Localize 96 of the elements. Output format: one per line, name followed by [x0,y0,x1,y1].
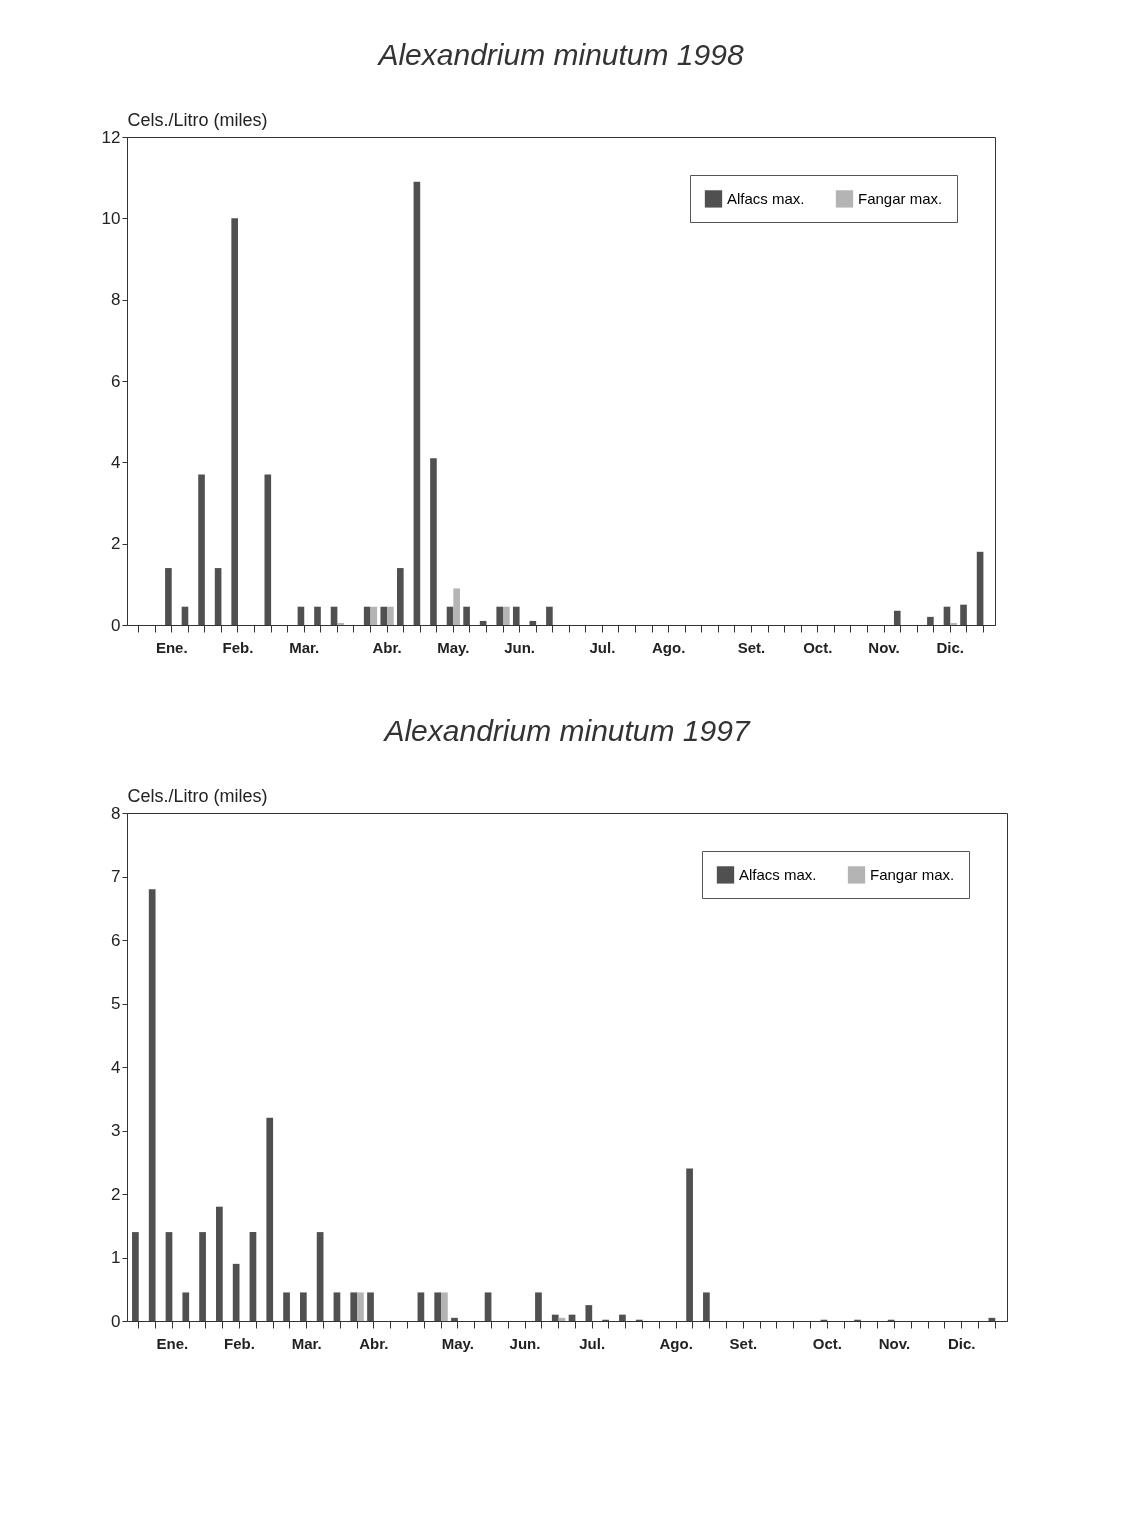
bar [266,1117,274,1321]
bar [441,1292,448,1321]
bar [397,568,404,625]
x-tick-label: May. [437,638,470,656]
bar [976,551,984,625]
y-tick-label: 7 [111,867,121,886]
x-tick-label: Set. [729,1334,758,1352]
bar [231,218,238,625]
bar [950,622,957,625]
bar [363,606,371,625]
y-tick-label: 4 [111,452,121,472]
bar [512,606,520,625]
bar [380,606,388,625]
x-tick-label: Dic. [936,638,965,656]
bar [960,604,967,625]
x-tick-label: Ene. [156,1334,189,1352]
bar [350,1292,358,1321]
x-tick-label: Nov. [878,1334,911,1352]
x-tick-label: Abr. [372,638,402,656]
y-tick-label: 12 [101,127,121,147]
bar [417,1292,425,1321]
chart-title: Alexandrium minutum 1997 [382,714,751,747]
y-axis-title: Cels./Litro (miles) [127,785,268,806]
x-tick-label: Mar. [291,1334,322,1352]
bar [283,1292,290,1321]
bar [199,1232,206,1321]
bar [484,1292,492,1321]
bar [182,1292,190,1321]
x-tick-label: Jun. [509,1334,541,1352]
bar [337,622,344,625]
bar [703,1292,710,1321]
x-tick-label: Oct. [812,1334,842,1352]
y-tick-label: 8 [111,803,121,823]
bar [299,1292,307,1321]
x-tick-label: Jul. [579,1334,606,1352]
bar [619,1314,626,1321]
y-tick-label: 2 [111,534,121,554]
bar [387,606,394,625]
y-tick-label: 6 [111,371,121,391]
x-tick-label: Mar. [289,638,320,656]
y-tick-label: 5 [111,994,121,1013]
bar [463,606,470,625]
x-tick-label: Nov. [868,638,900,656]
bar [430,458,437,625]
x-tick-label: Abr. [359,1334,389,1352]
bar [165,568,172,625]
bar [314,606,321,625]
bar [535,1292,542,1321]
y-tick-label: 1 [111,1248,121,1267]
y-tick-label: 0 [111,1311,121,1331]
x-tick-label: Ago. [652,638,686,656]
x-tick-label: Set. [737,638,766,656]
y-tick-label: 3 [111,1121,121,1140]
y-tick-label: 4 [111,1057,121,1077]
x-tick-label: Jul. [589,638,616,656]
bar [585,1305,593,1321]
x-tick-label: Oct. [803,638,833,656]
x-tick-label: May. [441,1334,474,1352]
bar [333,1292,341,1321]
x-tick-label: Jun. [504,638,536,656]
bar [413,181,421,625]
legend-label: Alfacs max. [739,865,817,883]
bar [232,1263,240,1321]
bar [357,1292,364,1321]
bar [367,1292,374,1321]
bar [893,610,901,625]
bar [551,1314,559,1321]
bar [148,889,156,1321]
y-tick-label: 8 [111,290,121,310]
bar [216,1206,223,1321]
y-tick-label: 0 [111,615,121,635]
bar [546,606,553,625]
x-tick-label: Dic. [947,1334,976,1352]
legend-label: Alfacs max. [727,189,805,207]
x-tick-label: Ene. [155,638,188,656]
bar [434,1292,442,1321]
legend-label: Fangar max. [858,189,943,207]
y-tick-label: 2 [111,1184,121,1204]
y-tick-label: 10 [101,208,121,228]
bar [503,606,510,625]
x-tick-label: Feb. [224,1334,255,1352]
bar [496,606,504,625]
y-axis-title: Cels./Litro (miles) [127,109,268,130]
bar [198,474,205,625]
bar [132,1232,139,1321]
bar [927,616,934,625]
bar [453,588,460,625]
bar [264,474,272,625]
y-tick-label: 6 [111,930,121,950]
bar [686,1168,693,1321]
legend-label: Fangar max. [870,865,955,883]
bar [214,568,222,625]
bar [451,1317,458,1321]
x-tick-label: Ago. [659,1334,693,1352]
chart-title: Alexandrium minutum 1998 [376,38,744,71]
x-tick-label: Feb. [222,638,254,656]
